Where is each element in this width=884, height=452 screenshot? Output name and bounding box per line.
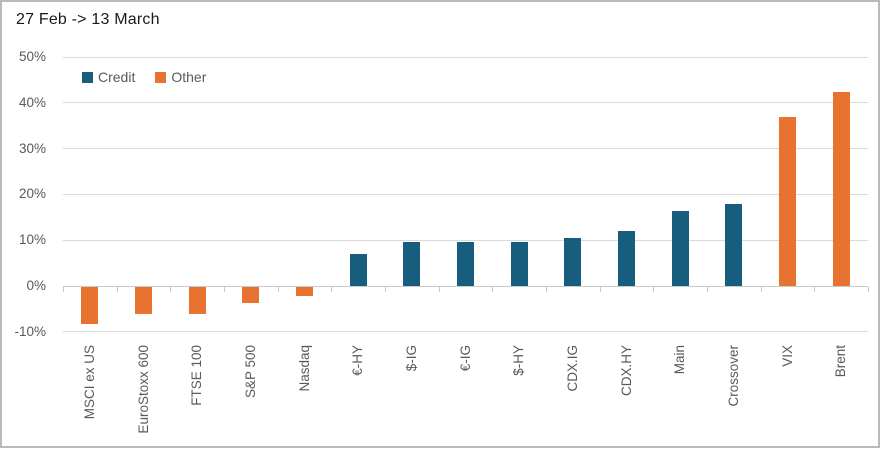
bar-cdx-ig [564, 237, 582, 286]
bar-crossover [725, 204, 743, 286]
other-swatch-icon [155, 71, 167, 83]
legend-item-other: Other [155, 69, 206, 85]
bar-nasdaq [296, 287, 313, 297]
chart-title: 27 Feb -> 13 March [16, 11, 160, 28]
axis-tick [599, 287, 601, 292]
y-axis-tick-label: 0% [26, 278, 46, 293]
x-axis-category-label: FTSE 100 [189, 345, 205, 406]
y-axis-tick-label: 40% [18, 94, 46, 110]
bar-main [671, 211, 689, 286]
bar--ig [403, 242, 421, 286]
axis-tick [170, 287, 172, 292]
bar--ig [457, 242, 474, 286]
axis-tick [707, 287, 708, 292]
axis-tick [63, 287, 64, 292]
axis-tick [224, 287, 225, 292]
y-axis-tick-label: 20% [18, 186, 46, 202]
x-axis-category-label: CDX.IG [564, 345, 580, 392]
x-axis-category-label: MSCI ex US [81, 345, 97, 420]
y-axis-tick-label: 50% [18, 49, 46, 64]
axis-tick [868, 287, 869, 292]
axis-tick [814, 287, 816, 292]
x-axis-category-label: Nasdaq [296, 345, 312, 392]
legend-label-credit: Credit [98, 69, 136, 85]
y-axis-tick-label: 30% [18, 140, 46, 156]
y-axis-tick-label: -10% [14, 323, 46, 339]
axis-tick [546, 287, 547, 292]
legend-label-other: Other [171, 69, 207, 85]
bar-brent [832, 92, 850, 286]
x-axis-line [63, 285, 868, 287]
gridline [63, 148, 868, 150]
x-axis-category-label: €-IG [457, 345, 473, 372]
axis-tick [438, 287, 440, 292]
credit-swatch-icon [82, 71, 93, 83]
bar-vix [779, 116, 796, 286]
axis-tick [331, 287, 333, 292]
x-axis-category-label: S&P 500 [242, 345, 258, 399]
gridline [63, 193, 868, 195]
axis-tick [760, 287, 762, 292]
x-axis-category-label: CDX.HY [618, 345, 634, 397]
bar-cdx-hy [618, 231, 635, 286]
axis-tick [277, 287, 279, 292]
gridline [63, 239, 868, 241]
bar-msci-ex-us [81, 287, 99, 325]
x-axis-category-label: Main [672, 345, 688, 375]
x-axis-category-label: $-HY [511, 345, 527, 376]
axis-tick [385, 287, 386, 292]
axis-tick [492, 287, 494, 292]
chart-legend: Credit Other [82, 69, 206, 85]
bar-eurostoxx-600 [135, 287, 152, 314]
gridline [63, 102, 868, 104]
legend-item-credit: Credit [82, 69, 135, 85]
bar--hy [349, 254, 367, 286]
x-axis-category-label: €-HY [350, 345, 366, 376]
bar-s-p-500 [242, 287, 260, 303]
x-axis-category-label: Crossover [725, 345, 741, 407]
bar-ftse-100 [188, 287, 206, 314]
gridline [63, 331, 868, 333]
x-axis-category-label: Brent [833, 345, 849, 378]
bar--hy [510, 241, 528, 286]
gridline [63, 56, 868, 58]
x-axis-category-label: EuroStoxx 600 [135, 345, 151, 434]
axis-tick [116, 287, 118, 292]
y-axis-tick-label: 10% [18, 232, 46, 248]
x-axis-category-label: $-IG [403, 345, 419, 372]
x-axis-category-label: VIX [779, 345, 795, 367]
axis-tick [653, 287, 655, 292]
